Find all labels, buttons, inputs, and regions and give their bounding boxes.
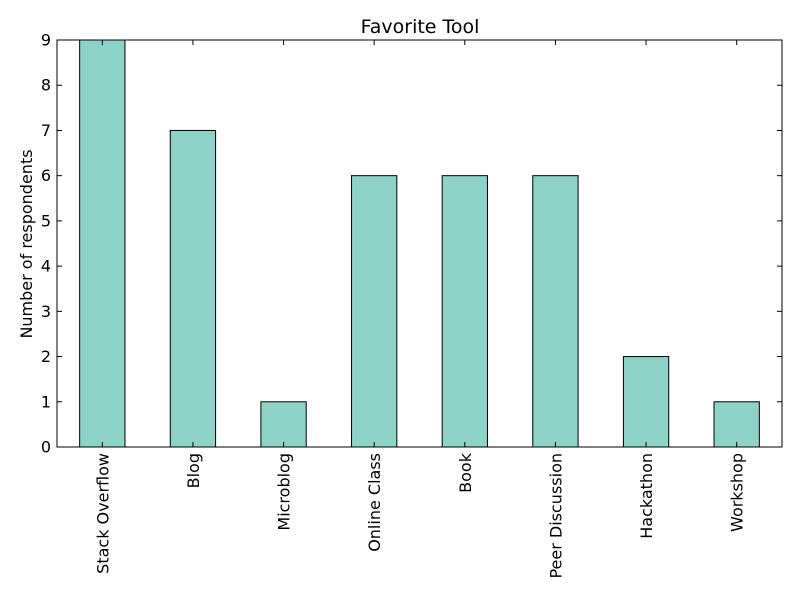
bar-2	[260, 401, 307, 448]
x-tick-label-5: Peer Discussion	[546, 453, 565, 579]
y-tick-label-6: 6	[41, 166, 51, 185]
x-tick-label-2: Microblog	[275, 453, 294, 531]
y-tick-label-1: 1	[41, 392, 51, 411]
x-tick-label-7: Workshop	[728, 453, 747, 532]
plot-area: 0 1 2 3 4 5 6 7 8 9 Stack Overflow Blog Microblog Onl…	[41, 31, 783, 579]
x-tick-label-3: Online Class	[365, 453, 384, 552]
bar-5	[532, 175, 579, 448]
bar-3	[351, 175, 398, 448]
bar-0	[79, 39, 126, 448]
bar-1	[169, 129, 217, 448]
y-tick-label-9: 9	[41, 31, 51, 50]
x-tick-label-6: Hackathon	[637, 453, 656, 539]
y-tick-label-0: 0	[41, 438, 51, 457]
chart-title: Favorite Tool	[361, 16, 480, 38]
bar-7	[713, 401, 760, 448]
axes-frame	[56, 39, 783, 448]
y-axis-title: Number of respondents	[17, 149, 36, 338]
y-tick-label-4: 4	[41, 257, 51, 276]
x-tick-label-1: Blog	[184, 453, 203, 488]
bar-4	[441, 175, 488, 448]
y-tick-label-2: 2	[41, 347, 51, 366]
y-tick-label-7: 7	[41, 121, 51, 140]
bar-6	[622, 356, 670, 448]
x-tick-label-4: Book	[456, 452, 475, 493]
y-tick-label-5: 5	[41, 211, 51, 230]
x-tick-label-0: Stack Overflow	[93, 453, 112, 574]
y-tick-label-3: 3	[41, 302, 51, 321]
y-tick-label-8: 8	[41, 76, 51, 95]
